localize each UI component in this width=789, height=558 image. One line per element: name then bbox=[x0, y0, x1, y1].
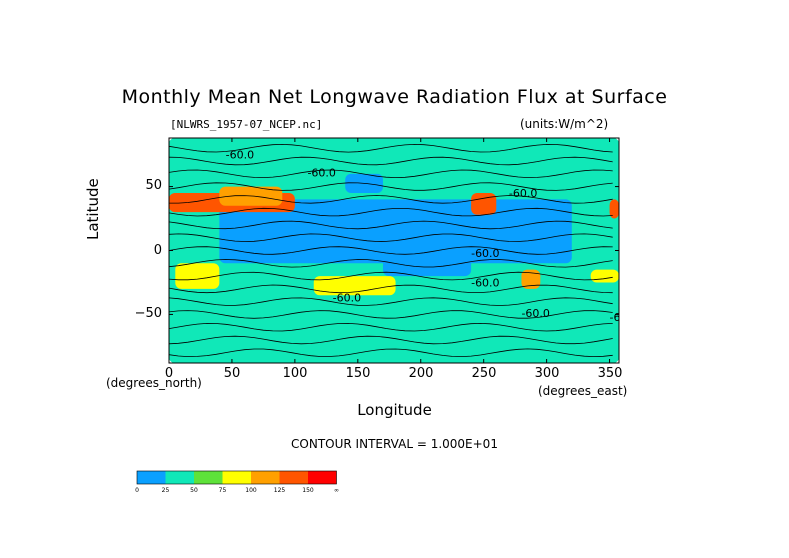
y-unit-label: (degrees_north) bbox=[106, 376, 202, 390]
x-tick-label: 50 bbox=[223, 366, 241, 381]
colorbar-swatch bbox=[222, 471, 251, 484]
x-unit-label: (degrees_east) bbox=[538, 384, 628, 398]
contour-line bbox=[169, 169, 613, 179]
field-region bbox=[382, 244, 472, 277]
colorbar: 0 25 50 75 100 125 150 ∞ bbox=[135, 470, 339, 494]
x-tick-label: 250 bbox=[471, 366, 497, 381]
colorbar-tick-label: 0 bbox=[135, 487, 139, 494]
colorbar-tick-label: 50 bbox=[190, 487, 198, 494]
field-region bbox=[313, 276, 396, 296]
contour-label: -60.0 bbox=[333, 292, 361, 305]
colorbar-swatch bbox=[137, 471, 166, 484]
y-tick-marks bbox=[169, 186, 619, 315]
contour-line bbox=[169, 335, 613, 345]
contour-line bbox=[169, 297, 613, 306]
colorbar-swatch bbox=[251, 471, 280, 484]
field-region bbox=[471, 192, 497, 215]
x-axis-label: Longitude bbox=[357, 401, 432, 419]
field-region bbox=[521, 269, 541, 289]
colorbar-swatch bbox=[165, 471, 194, 484]
contour-line bbox=[169, 233, 613, 242]
y-tick-label: 50 bbox=[145, 178, 162, 193]
field-region bbox=[590, 269, 619, 283]
colorbar-tick-label: ∞ bbox=[334, 487, 339, 494]
contour-lines: -60.0 -60.0 -60.0 -60.0 -60.0 -60.0 -60.0 -60.0 bbox=[169, 143, 638, 358]
x-tick-label: 150 bbox=[345, 366, 371, 381]
x-tick-marks bbox=[168, 138, 611, 363]
x-tick-label: 200 bbox=[408, 366, 434, 381]
contour-line bbox=[169, 195, 613, 204]
contour-line bbox=[169, 182, 613, 191]
colorbar-swatch bbox=[308, 471, 337, 484]
x-tick-label: 350 bbox=[597, 366, 623, 381]
colorbar-swatch bbox=[279, 471, 308, 484]
contour-line bbox=[169, 143, 613, 153]
contour-line bbox=[169, 259, 613, 268]
x-tick-label: 0 bbox=[164, 366, 174, 381]
y-tick-label: 0 bbox=[153, 243, 162, 258]
colorbar-tick-label: 25 bbox=[162, 487, 170, 494]
field-region bbox=[169, 333, 619, 363]
contour-line bbox=[169, 284, 613, 294]
colorbar-tick-label: 150 bbox=[302, 487, 314, 494]
y-tick-label: −50 bbox=[134, 306, 162, 321]
field-region bbox=[609, 199, 619, 219]
colorbar-tick-label: 100 bbox=[245, 487, 257, 494]
x-tick-label: 300 bbox=[534, 366, 560, 381]
colorbar-tick-label: 125 bbox=[274, 487, 286, 494]
contour-line bbox=[169, 156, 613, 166]
contour-label: -60.0 bbox=[226, 148, 254, 161]
contour-label: -60.0 bbox=[307, 166, 335, 179]
contour-line bbox=[169, 246, 613, 255]
x-tick-label: 100 bbox=[282, 366, 308, 381]
contour-label: -60.0 bbox=[521, 307, 549, 320]
colorbar-tick-label: 75 bbox=[219, 487, 227, 494]
contour-line bbox=[169, 207, 613, 217]
colorbar-frame bbox=[136, 470, 337, 485]
contour-line bbox=[169, 271, 613, 281]
colorbar-swatch bbox=[194, 471, 223, 484]
contour-label: -60.0 bbox=[509, 187, 537, 200]
field-region bbox=[175, 263, 220, 289]
contour-label: -60.0 bbox=[471, 276, 499, 289]
contour-line bbox=[169, 220, 613, 230]
contour-label: -60.0 bbox=[471, 247, 499, 260]
chart-title: Monthly Mean Net Longwave Radiation Flux… bbox=[121, 86, 668, 108]
contour-interval-note: CONTOUR INTERVAL = 1.000E+01 bbox=[291, 437, 498, 451]
file-label: [NLWRS_1957-07_NCEP.nc] bbox=[170, 118, 323, 131]
contour-line bbox=[169, 348, 613, 358]
y-axis-label: Latitude bbox=[84, 178, 102, 240]
contour-label: -60.0 bbox=[610, 311, 638, 324]
contour-line bbox=[169, 322, 613, 332]
contour-line bbox=[169, 310, 613, 319]
units-label: (units:W/m^2) bbox=[520, 117, 609, 131]
